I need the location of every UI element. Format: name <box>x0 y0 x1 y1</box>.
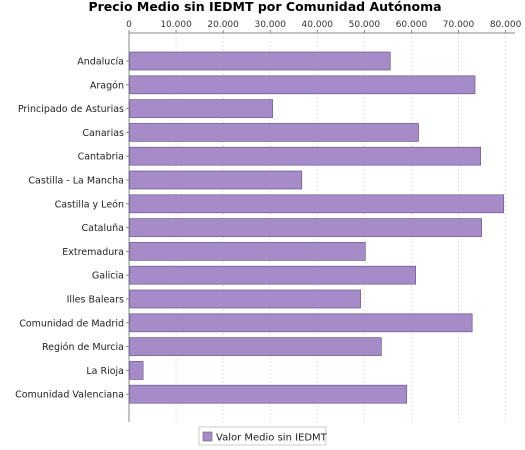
category-label: Cataluña <box>81 223 124 234</box>
x-tick-label: 0 <box>126 20 132 30</box>
bar <box>129 242 366 261</box>
bar <box>129 99 273 118</box>
category-label: Región de Murcia <box>42 342 124 353</box>
bar <box>129 170 303 190</box>
bar <box>129 75 476 95</box>
bar <box>129 146 481 166</box>
category-label: Galicia <box>92 271 124 282</box>
category-labels: Andalucía Aragón Principado de Asturias Can… <box>15 57 129 401</box>
bar <box>129 361 144 380</box>
bar <box>129 289 361 309</box>
category-label: Cantabria <box>78 152 124 163</box>
bar <box>129 51 391 71</box>
category-label: Extremadura <box>62 247 124 258</box>
x-tick-label: 60.000 <box>396 20 428 30</box>
category-label: Castilla y León <box>55 199 124 210</box>
category-label: Castilla - La Mancha <box>28 176 124 187</box>
x-tick-label: 40.000 <box>302 20 334 30</box>
category-label: Aragón <box>90 80 124 91</box>
legend-box <box>198 426 327 446</box>
x-tick-label: 10.000 <box>160 20 192 30</box>
bars <box>129 51 505 404</box>
chart-title: Precio Medio sin IEDMT por Comunidad Aut… <box>88 0 441 14</box>
bar <box>129 194 505 214</box>
bar <box>129 313 473 333</box>
bar <box>129 218 482 237</box>
category-label: Canarias <box>82 128 124 139</box>
legend-swatch <box>202 431 213 442</box>
grid-layer <box>128 32 515 422</box>
bar <box>129 123 419 142</box>
category-label: La Rioja <box>86 366 124 377</box>
bar <box>129 265 417 285</box>
x-tick-label: 20.000 <box>207 20 239 30</box>
legend: Valor Medio sin IEDMT <box>198 426 328 446</box>
category-label: Principado de Asturias <box>18 104 124 115</box>
x-tick-label: 50.000 <box>349 20 381 30</box>
x-axis-ticks: 0 10.000 20.000 30.000 40.000 50.000 60.000 70.… <box>126 20 522 33</box>
x-tick-label: 30.000 <box>254 20 286 30</box>
category-label: Illes Balears <box>67 295 124 306</box>
bar <box>129 337 382 356</box>
category-label: Comunidad Valenciana <box>15 390 124 401</box>
x-tick-label: 80.000 <box>490 20 522 30</box>
category-label: Andalucía <box>77 57 124 68</box>
x-tick-label: 70.000 <box>443 20 475 30</box>
bar <box>129 384 408 404</box>
category-label: Comunidad de Madrid <box>19 318 124 329</box>
legend-label: Valor Medio sin IEDMT <box>216 433 328 444</box>
